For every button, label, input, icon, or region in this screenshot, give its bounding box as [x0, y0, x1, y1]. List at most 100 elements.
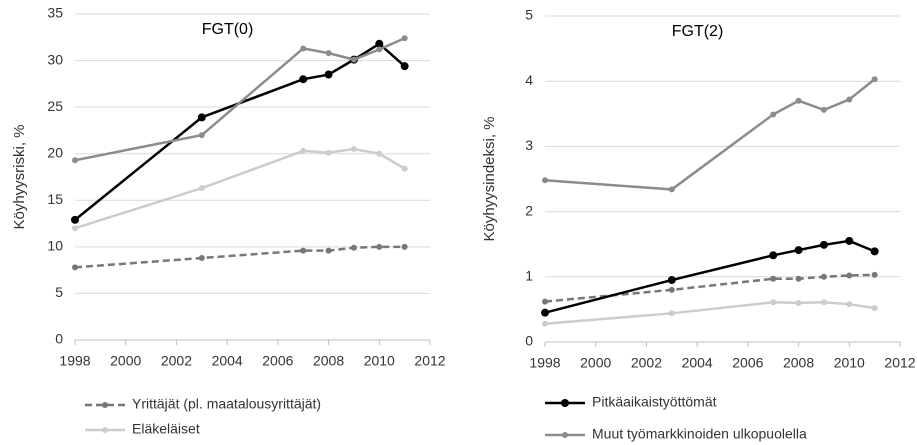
- point: [542, 177, 548, 184]
- legend-label: Eläkeläiset: [132, 421, 200, 437]
- point: [71, 215, 79, 224]
- point: [770, 299, 777, 306]
- point: [401, 243, 408, 250]
- point: [376, 46, 383, 53]
- x-tick-label: 2006: [732, 355, 763, 371]
- x-tick-label: 2002: [161, 353, 192, 369]
- series-line: [74, 42, 406, 221]
- point: [350, 56, 357, 63]
- point: [72, 157, 78, 164]
- point: [401, 35, 408, 42]
- point: [871, 305, 878, 312]
- point: [300, 45, 307, 52]
- point: [198, 132, 205, 139]
- point: [300, 247, 307, 254]
- annotation: FGT(2): [672, 23, 724, 40]
- x-tick-label: 2012: [884, 355, 915, 371]
- point: [845, 236, 854, 245]
- legend-label: Pitkäaikaistyöttömät: [592, 394, 717, 410]
- point: [350, 146, 357, 153]
- x-tick-label: 1998: [59, 353, 90, 369]
- point: [197, 113, 206, 122]
- point: [72, 264, 78, 271]
- y-tick-label: 3: [525, 137, 533, 153]
- point: [668, 286, 675, 293]
- point: [820, 299, 827, 306]
- x-tick-label: 2012: [414, 353, 445, 369]
- y-tick-label: 10: [47, 238, 63, 254]
- point: [300, 147, 307, 154]
- x-tick-label: 2000: [110, 353, 141, 369]
- x-tick-label: 2006: [262, 353, 293, 369]
- point: [846, 301, 853, 308]
- point: [325, 247, 332, 254]
- x-tick-label: 2004: [682, 355, 713, 371]
- point: [795, 275, 802, 282]
- point: [820, 106, 827, 113]
- point: [400, 62, 409, 71]
- point: [198, 255, 205, 262]
- point: [795, 97, 802, 104]
- y-tick-label: 1: [525, 268, 533, 284]
- point: [401, 165, 408, 172]
- point: [769, 251, 778, 260]
- legend-marker: [561, 399, 569, 407]
- y-axis-label: Köyhyysindeksi, %: [481, 116, 498, 241]
- y-tick-label: 5: [55, 284, 63, 300]
- point: [820, 273, 827, 280]
- point: [846, 96, 853, 103]
- y-axis-label: Köyhyysriski, %: [11, 124, 28, 229]
- y-tick-label: 35: [47, 5, 63, 21]
- point: [375, 39, 384, 48]
- y-tick-label: 5: [525, 7, 533, 23]
- point: [871, 76, 878, 83]
- y-tick-label: 2: [525, 202, 533, 218]
- point: [541, 308, 549, 317]
- point: [376, 150, 383, 157]
- point: [376, 243, 383, 250]
- point: [794, 246, 803, 255]
- y-tick-label: 20: [47, 144, 63, 160]
- point: [871, 271, 878, 278]
- point: [870, 247, 879, 256]
- point: [846, 272, 853, 279]
- point: [770, 111, 777, 118]
- x-tick-label: 2010: [834, 355, 865, 371]
- legend-marker: [102, 402, 108, 408]
- y-tick-label: 4: [525, 72, 533, 88]
- point: [667, 276, 676, 285]
- legend-marker: [102, 427, 108, 433]
- y-tick-label: 15: [47, 191, 63, 207]
- point: [542, 320, 548, 327]
- x-tick-label: 2000: [580, 355, 611, 371]
- point: [325, 50, 332, 57]
- y-tick-label: 30: [47, 51, 63, 67]
- y-tick-label: 0: [525, 333, 533, 349]
- point: [819, 240, 828, 249]
- point: [795, 299, 802, 306]
- series-line: [544, 300, 875, 325]
- point: [72, 225, 78, 232]
- x-tick-label: 2002: [631, 355, 662, 371]
- x-tick-label: 2004: [212, 353, 243, 369]
- annotation: FGT(0): [202, 21, 254, 38]
- y-tick-label: 0: [55, 331, 63, 347]
- series-line: [74, 147, 406, 230]
- point: [324, 70, 333, 79]
- point: [668, 186, 675, 193]
- x-tick-label: 2008: [783, 355, 814, 371]
- point: [542, 298, 548, 305]
- point: [325, 149, 332, 156]
- y-tick-label: 25: [47, 98, 63, 114]
- legend-label: Muut työmarkkinoiden ulkopuolella: [592, 426, 807, 442]
- x-tick-label: 2008: [313, 353, 344, 369]
- legend-label: Yrittäjät (pl. maatalousyrittäjät): [132, 396, 321, 412]
- series-line: [544, 78, 876, 191]
- x-tick-label: 2010: [364, 353, 395, 369]
- point: [198, 185, 205, 192]
- x-tick-label: 1998: [529, 355, 560, 371]
- point: [770, 275, 777, 282]
- point: [668, 310, 675, 317]
- point: [299, 75, 308, 84]
